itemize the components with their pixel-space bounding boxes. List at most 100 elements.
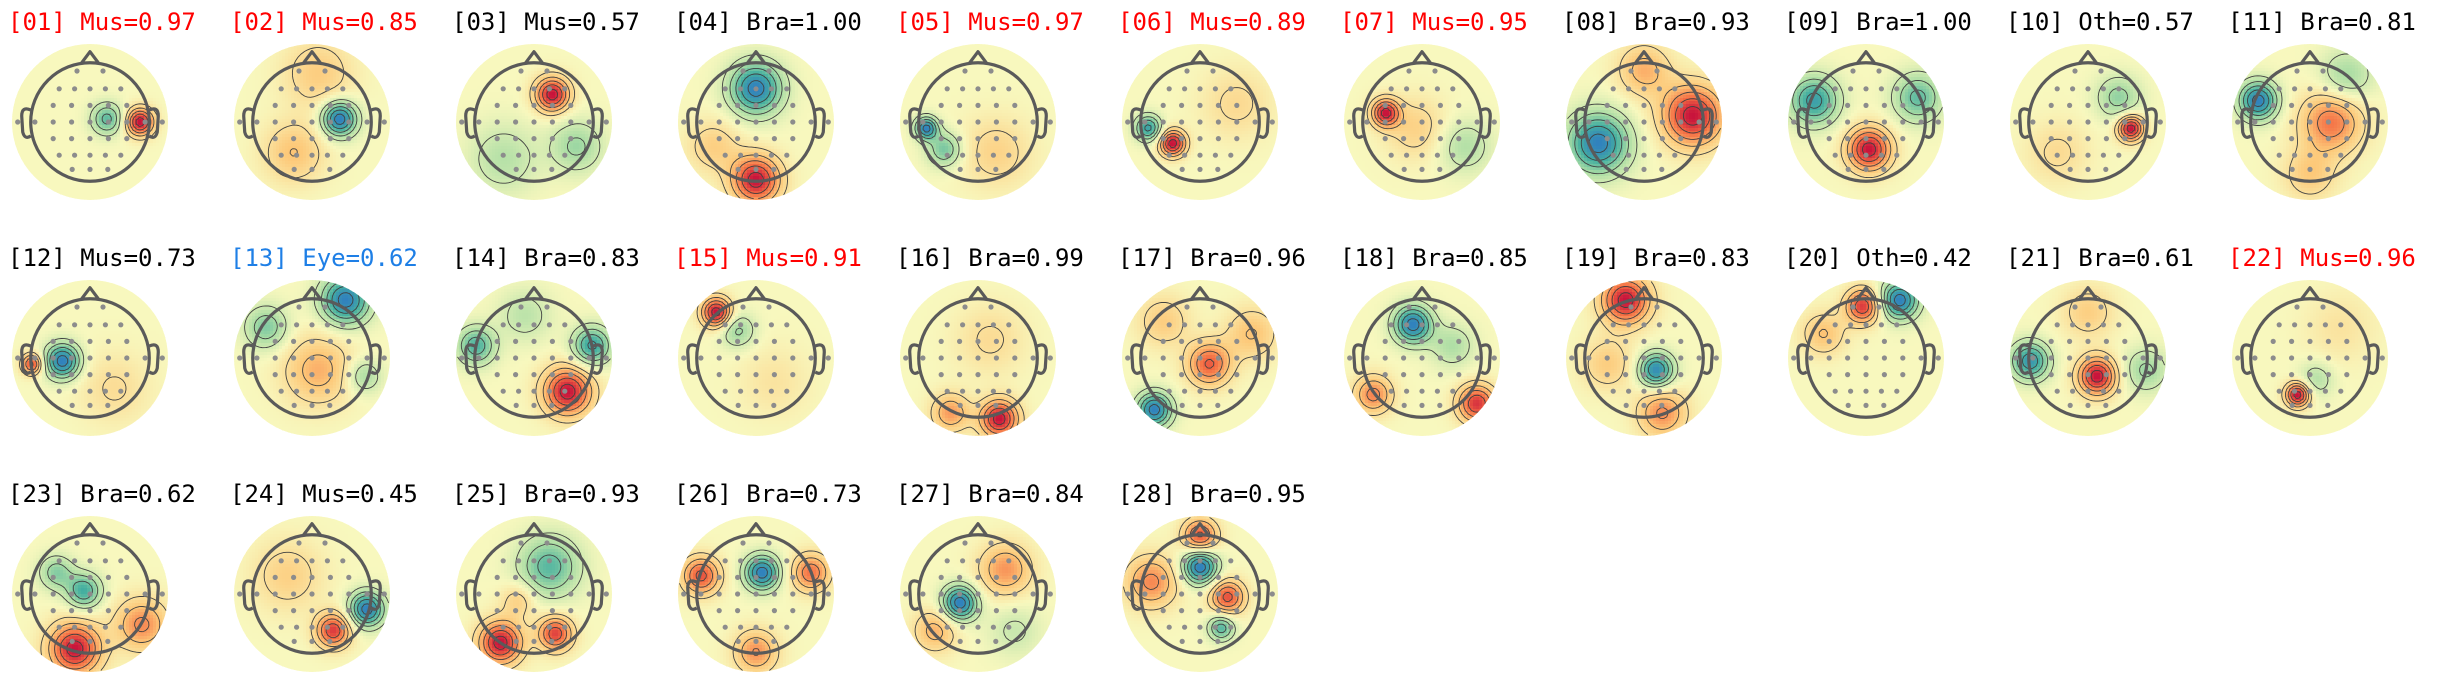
sensor-dot: [2103, 403, 2108, 408]
sensor-dot: [143, 119, 148, 124]
sensor-dot: [1863, 403, 1868, 408]
sensor-dot: [1401, 103, 1406, 108]
sensor-dot: [124, 575, 129, 580]
component-title: [11] Bra=0.81: [2228, 8, 2416, 36]
sensor-dot: [1210, 304, 1215, 309]
sensor-dot: [124, 608, 129, 613]
sensor-dot: [2049, 119, 2054, 124]
sensor-dot: [766, 304, 771, 309]
sensor-dot: [2122, 339, 2127, 344]
sensor-dot: [738, 625, 743, 630]
sensor-dot: [1006, 86, 1011, 91]
sensor-dot: [531, 86, 536, 91]
sensor-dot: [309, 625, 314, 630]
sensor-dot: [531, 103, 536, 108]
sensor-dot: [296, 540, 301, 545]
topomap-04: [04] Bra=1.00: [674, 8, 874, 228]
sensor-dot: [2098, 68, 2103, 73]
sensor-dot: [2307, 372, 2312, 377]
sensor-dot: [1216, 355, 1221, 360]
sensor-dot: [459, 119, 464, 124]
sensor-dot: [513, 355, 518, 360]
sensor-dot: [124, 591, 129, 596]
sensor-dot: [1435, 322, 1440, 327]
sensor-dot: [784, 322, 789, 327]
component-25: [25] Bra=0.93: [452, 480, 652, 700]
sensor-dot: [753, 575, 758, 580]
sensor-dot: [309, 153, 314, 158]
sensor-dot: [291, 339, 296, 344]
topomap-02: [02] Mus=0.85: [230, 8, 430, 228]
sensor-dot: [772, 119, 777, 124]
sensor-dot: [51, 119, 56, 124]
sensor-dot: [291, 608, 296, 613]
sensor-dot: [273, 608, 278, 613]
sensor-dot: [106, 608, 111, 613]
sensor-dot: [531, 355, 536, 360]
sensor-dot: [2055, 389, 2060, 394]
sensor-dot: [2104, 372, 2109, 377]
sensor-dot: [790, 591, 795, 596]
sensor-dot: [1228, 322, 1233, 327]
sensor-dot: [1012, 372, 1017, 377]
topomap-08: [08] Bra=0.93: [1562, 8, 1762, 228]
sensor-dot: [1882, 119, 1887, 124]
sensor-dot: [993, 403, 998, 408]
sensor-dot: [531, 625, 536, 630]
sensor-dot: [1012, 575, 1017, 580]
sensor-dot: [975, 322, 980, 327]
sensor-dot: [459, 591, 464, 596]
sensor-dot: [547, 322, 552, 327]
sensor-dot: [550, 339, 555, 344]
sensor-dot: [103, 625, 108, 630]
sensor-dot: [753, 339, 758, 344]
topomap-17: [17] Bra=0.96: [1118, 244, 1318, 464]
sensor-dot: [2307, 389, 2312, 394]
sensor-dot: [753, 355, 758, 360]
sensor-dot: [1641, 103, 1646, 108]
sensor-dot: [291, 575, 296, 580]
sensor-dot: [2326, 355, 2331, 360]
sensor-dot: [100, 304, 105, 309]
sensor-dot: [531, 167, 536, 172]
sensor-dot: [2344, 339, 2349, 344]
sensor-dot: [294, 153, 299, 158]
sensor-dot: [513, 591, 518, 596]
sensor-dot: [531, 136, 536, 141]
component-title: [24] Mus=0.45: [230, 480, 418, 508]
sensor-dot: [1611, 86, 1616, 91]
sensor-dot: [1456, 136, 1461, 141]
sensor-dot: [237, 119, 242, 124]
sensor-dot: [1450, 153, 1455, 158]
sensor-dot: [1419, 372, 1424, 377]
sensor-dot: [784, 389, 789, 394]
sensor-dot: [1179, 339, 1184, 344]
sensor-dot: [723, 322, 728, 327]
sensor-dot: [273, 591, 278, 596]
sensor-dot: [118, 389, 123, 394]
sensor-dot: [254, 355, 259, 360]
sensor-dot: [587, 119, 592, 124]
sensor-dot: [2271, 339, 2276, 344]
sensor-dot: [1827, 372, 1832, 377]
sensor-dot: [1641, 322, 1646, 327]
sensor-dot: [1894, 86, 1899, 91]
sensor-dot: [531, 339, 536, 344]
topomap-26: [26] Bra=0.73: [674, 480, 874, 700]
sensor-dot: [1623, 136, 1628, 141]
sensor-dot: [1697, 355, 1702, 360]
sensor-dot: [1808, 355, 1813, 360]
topomap-05: [05] Mus=0.97: [896, 8, 1096, 228]
sensor-dot: [1142, 119, 1147, 124]
sensor-dot: [550, 372, 555, 377]
sensor-dot: [2085, 167, 2090, 172]
sensor-dot: [1845, 136, 1850, 141]
sensor-dot: [1900, 355, 1905, 360]
sensor-dot: [1419, 86, 1424, 91]
sensor-dot: [723, 558, 728, 563]
sensor-dot: [784, 558, 789, 563]
sensor-dot: [550, 591, 555, 596]
sensor-dot: [2085, 355, 2090, 360]
sensor-dot: [1678, 339, 1683, 344]
sensor-dot: [1031, 591, 1036, 596]
